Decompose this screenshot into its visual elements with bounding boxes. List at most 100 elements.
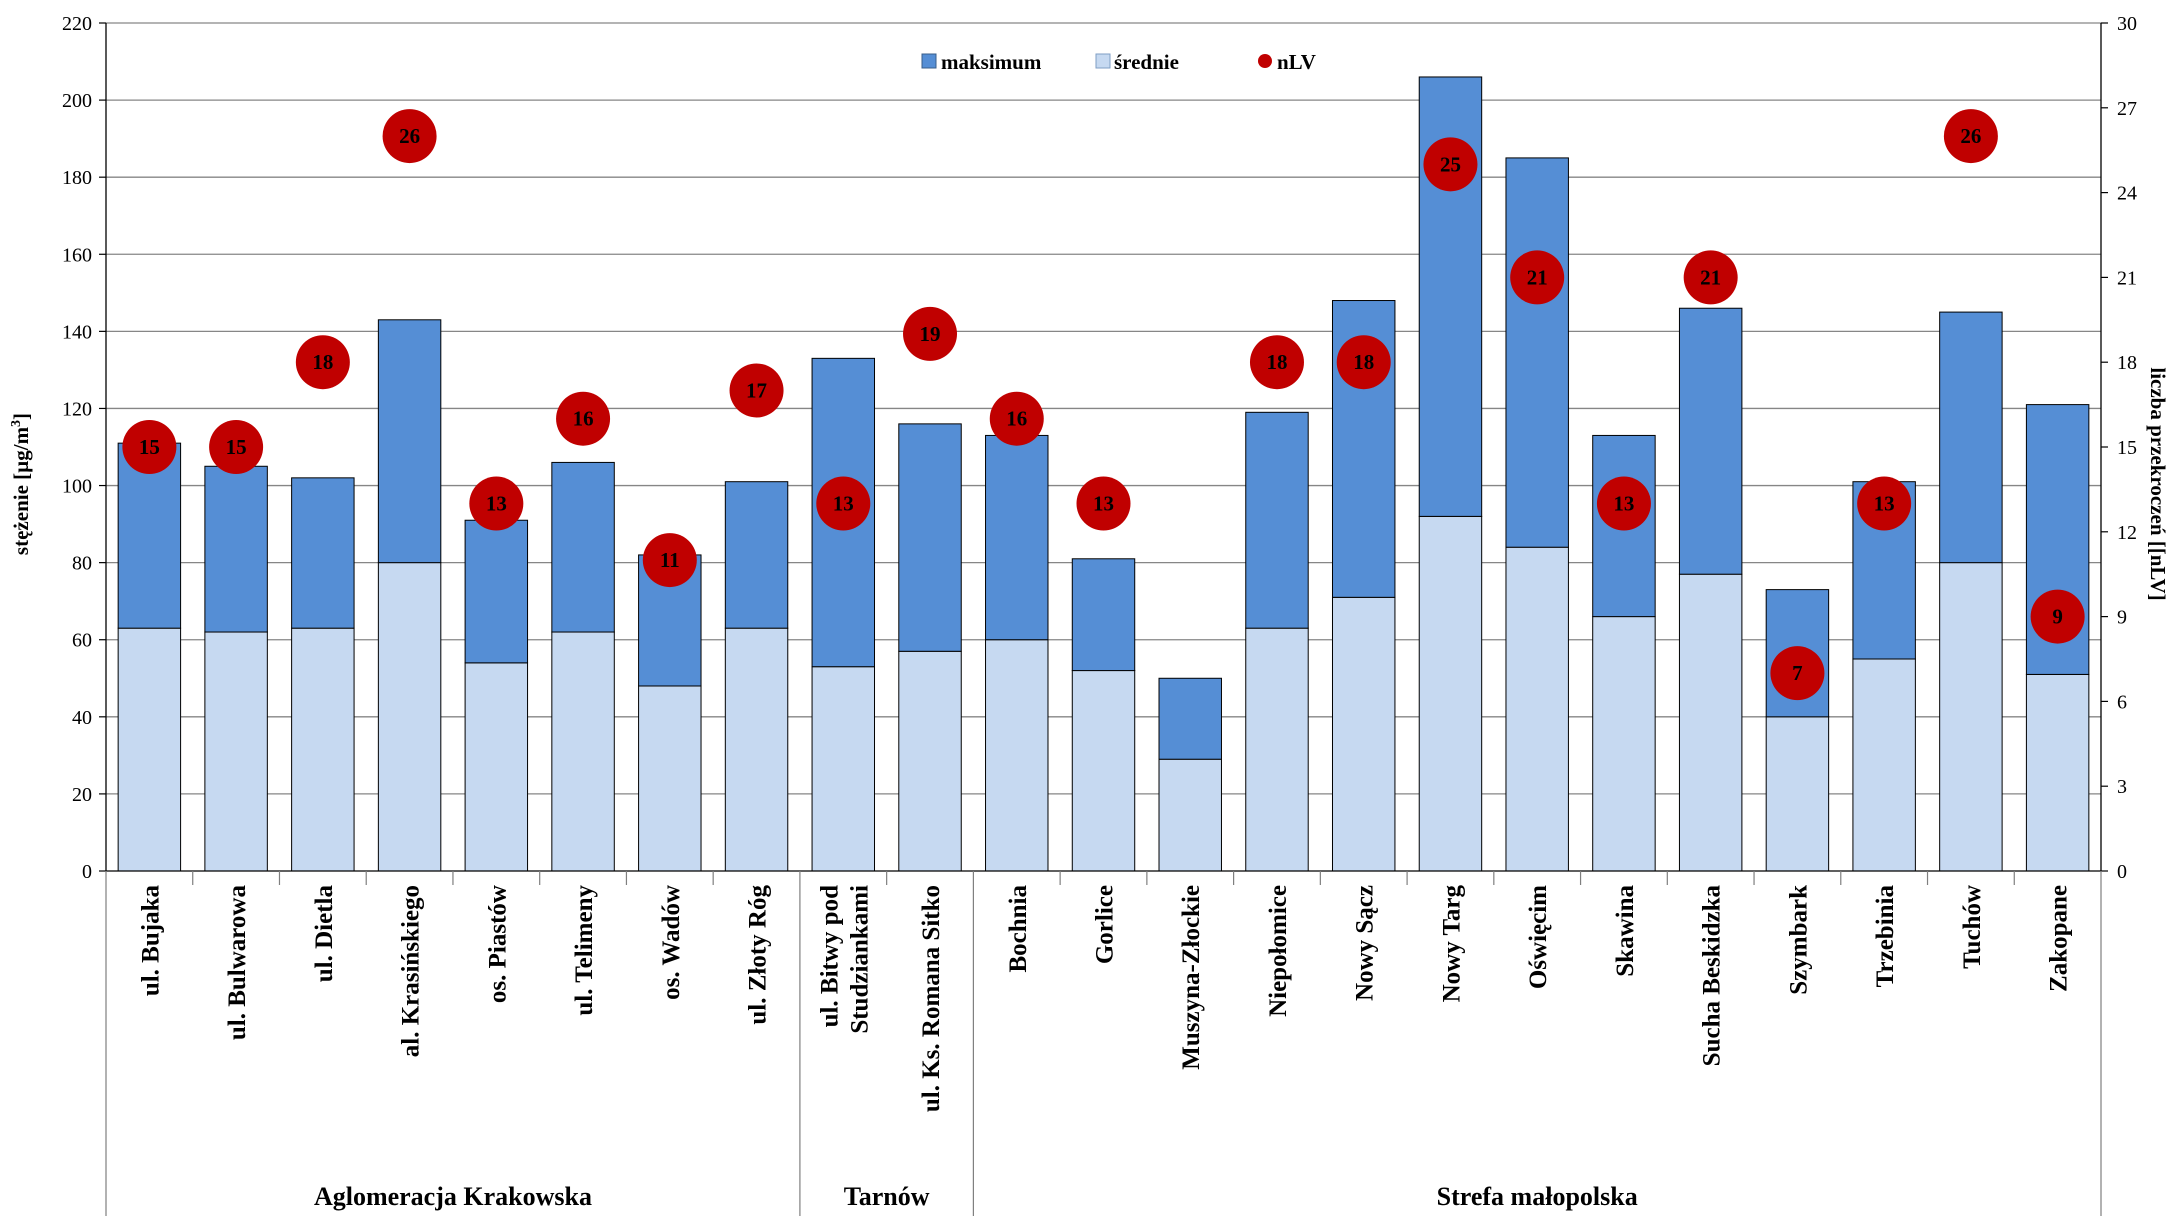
nlv-marker-17 <box>1596 476 1651 531</box>
nlv-label-10: 16 <box>1006 407 1027 431</box>
legend-label-srednie: średnie <box>1114 50 1179 74</box>
nlv-marker-7 <box>729 363 784 418</box>
bar-srednie-19 <box>1765 716 1830 872</box>
bar-srednie-8 <box>811 666 876 872</box>
category-label-22: Zakopane <box>2046 885 2073 992</box>
category-label-line-11-0: Gorlice <box>1092 885 1119 964</box>
bar-maksimum-1 <box>204 465 268 633</box>
y-tick-label-120: 120 <box>62 398 92 420</box>
bar-maksimum-21 <box>1939 311 2003 564</box>
category-label-16: Oświęcim <box>1525 885 1552 989</box>
category-label-line-21-0: Tuchów <box>1959 885 1986 969</box>
bar-maksimum-11 <box>1071 558 1136 672</box>
nlv-marker-5 <box>556 391 611 446</box>
bar-maksimum-17 <box>1592 434 1656 618</box>
category-label-15: Nowy Targ <box>1438 885 1465 1003</box>
nlv-label-22: 9 <box>2052 605 2063 629</box>
y2-tick-label-24: 24 <box>2117 183 2137 205</box>
y-axis-title: stężenie [µg/m3] <box>9 413 33 555</box>
category-label-line-13-0: Niepołomice <box>1265 885 1292 1017</box>
legend-label-maksimum: maksimum <box>941 50 1042 74</box>
nlv-marker-0 <box>122 420 177 474</box>
nlv-label-5: 16 <box>573 407 594 431</box>
nlv-label-21: 26 <box>1960 124 1981 148</box>
nlv-marker-16 <box>1510 250 1565 305</box>
nlv-marker-9 <box>903 306 958 361</box>
category-label-2: ul. Dietla <box>311 885 338 983</box>
category-label-line-4-0: os. Piastów <box>484 885 511 1003</box>
nlv-label-2: 18 <box>312 350 333 374</box>
nlv-marker-21 <box>1943 109 1998 164</box>
category-label-7: ul. Złoty Róg <box>745 885 772 1025</box>
category-label-line-19-0: Szymbark <box>1785 885 1812 995</box>
bar-maksimum-5 <box>551 461 615 633</box>
y2-tick-label-3: 3 <box>2117 776 2127 798</box>
category-label-0: ul. Bujaka <box>137 885 164 997</box>
plot-frame <box>99 22 2108 1216</box>
bar-maksimum-4 <box>464 519 529 664</box>
nlv-label-0: 15 <box>139 435 160 459</box>
legend-swatch-maksimum <box>921 53 937 69</box>
bar-maksimum-3 <box>377 319 442 564</box>
y-tick-label-200: 200 <box>62 90 92 112</box>
bar-srednie-12 <box>1158 758 1222 872</box>
group-label-2: Strefa małopolska <box>1437 1182 1638 1211</box>
y-axis-title-main: stężenie [µg/m <box>9 426 33 555</box>
category-labels: ul. Bujaka ul. Bulwarowa ul. Dietla al. Kra… <box>137 885 2072 1113</box>
nlv-marker-14 <box>1336 335 1391 390</box>
bar-srednie-17 <box>1592 616 1656 872</box>
y-tick-label-40: 40 <box>72 707 92 729</box>
category-label-14: Nowy Sącz <box>1352 885 1379 1001</box>
bar-srednie-4 <box>464 662 529 872</box>
legend-swatch-srednie <box>1095 53 1111 69</box>
nlv-label-13: 18 <box>1266 350 1287 374</box>
nlv-marker-4 <box>469 476 524 531</box>
bar-srednie-7 <box>724 627 789 872</box>
y2-tick-label-0: 0 <box>2117 861 2127 883</box>
y-axis-title-sup: 3 <box>9 420 24 427</box>
nlv-label-17: 13 <box>1613 492 1634 516</box>
category-label-11: Gorlice <box>1092 885 1119 964</box>
category-label-8: ul. Bitwy pod Studziankami <box>816 885 873 1034</box>
category-label-line-14-0: Nowy Sącz <box>1352 885 1379 1001</box>
nlv-marker-18 <box>1683 250 1738 305</box>
category-label-19: Szymbark <box>1785 885 1812 995</box>
bar-srednie-13 <box>1245 627 1309 872</box>
bar-srednie-18 <box>1678 573 1743 872</box>
nlv-markers-layer: 15 15 18 26 13 16 11 17 13 19 16 13 18 18 25 21 13 21 7 13 2… <box>122 109 2085 701</box>
category-label-line-12-0: Muszyna-Złockie <box>1178 885 1205 1070</box>
y2-axis-title: liczba przekroczeń [[nLV] <box>2146 367 2170 600</box>
nlv-marker-11 <box>1076 476 1131 531</box>
category-label-line-1-0: ul. Bulwarowa <box>224 885 251 1041</box>
category-label-21: Tuchów <box>1959 885 1986 969</box>
category-label-5: ul. Telimeny <box>571 885 598 1016</box>
category-label-line-7-0: ul. Złoty Róg <box>745 885 772 1025</box>
y2-tick-label-27: 27 <box>2117 98 2137 120</box>
category-label-line-6-0: os. Wadów <box>658 885 685 1000</box>
category-label-line-2-0: ul. Dietla <box>311 885 338 983</box>
bar-srednie-1 <box>204 631 268 872</box>
bar-srednie-16 <box>1505 546 1569 872</box>
category-label-6: os. Wadów <box>658 885 685 1000</box>
y-tick-label-140: 140 <box>62 321 92 343</box>
group-label-1: Tarnów <box>844 1182 930 1211</box>
nlv-marker-8 <box>816 476 871 531</box>
bar-srednie-0 <box>117 627 182 872</box>
bar-maksimum-10 <box>985 434 1049 641</box>
category-label-13: Niepołomice <box>1265 885 1292 1017</box>
bar-srednie-11 <box>1071 670 1136 872</box>
nlv-marker-13 <box>1249 335 1304 390</box>
y2-tick-label-12: 12 <box>2117 522 2137 544</box>
y-tick-label-80: 80 <box>72 553 92 575</box>
bar-srednie-22 <box>2025 673 2090 872</box>
bar-srednie-14 <box>1331 596 1396 872</box>
right-axis-ticks: 0 3 6 9 12 15 18 21 24 27 30 <box>2117 13 2137 883</box>
nlv-label-19: 7 <box>1792 661 1803 685</box>
category-label-line-0-0: ul. Bujaka <box>137 885 164 997</box>
bar-maksimum-2 <box>291 477 355 629</box>
nlv-label-8: 13 <box>833 492 854 516</box>
category-label-4: os. Piastów <box>484 885 511 1003</box>
category-label-line-20-0: Trzebinia <box>1872 885 1899 988</box>
nlv-marker-22 <box>2030 589 2085 644</box>
y2-tick-label-6: 6 <box>2117 691 2127 713</box>
